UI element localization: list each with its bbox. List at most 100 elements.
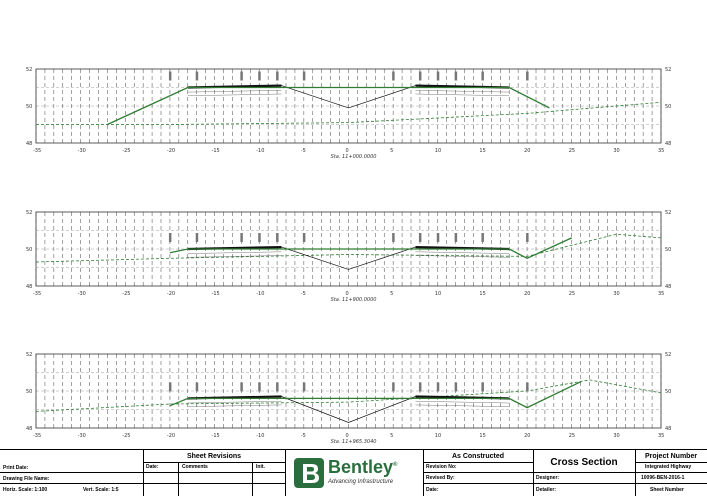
project-id: 10096-BEN-2016-1	[641, 475, 685, 481]
x-tick-label: -20	[167, 148, 175, 154]
station-label: Sta. 11+900.0000	[331, 297, 377, 303]
x-tick-label: 20	[524, 291, 530, 297]
annotation-marker	[392, 233, 395, 242]
project-number-heading: Project Number	[644, 453, 698, 460]
annotation-marker	[195, 71, 199, 81]
y-tick-label-right: 50	[665, 389, 671, 395]
annotation-marker	[481, 233, 484, 242]
annotation-marker	[392, 382, 395, 392]
y-tick-label-left: 48	[26, 426, 32, 432]
x-tick-label: 0	[346, 433, 349, 439]
annotation-marker	[195, 382, 199, 392]
annotation-marker	[258, 382, 261, 392]
x-tick-label: -10	[256, 433, 264, 439]
x-tick-label: 25	[569, 433, 575, 439]
y-tick-label-right: 52	[665, 67, 671, 73]
y-tick-label-left: 48	[26, 284, 32, 290]
x-tick-label: -35	[33, 148, 41, 154]
x-tick-label: 10	[435, 433, 441, 439]
pavement-layer	[187, 401, 282, 404]
annotation-marker	[258, 71, 261, 81]
y-tick-label-left: 48	[26, 141, 32, 147]
annotation-marker	[481, 71, 484, 81]
annotation-marker	[302, 382, 306, 392]
revision-date-header: Date:	[146, 464, 159, 470]
x-tick-label: -30	[78, 291, 86, 297]
annotation-marker	[276, 233, 279, 242]
annotation-marker	[436, 71, 440, 81]
bentley-b-icon	[294, 458, 324, 488]
y-tick-label-right: 50	[665, 247, 671, 253]
median-line	[281, 85, 416, 109]
pavement-layer	[187, 404, 282, 407]
x-tick-label: -5	[301, 291, 306, 297]
x-tick-label: 20	[524, 148, 530, 154]
x-tick-label: 20	[524, 433, 530, 439]
annotation-marker	[481, 382, 484, 392]
x-tick-label: 35	[658, 291, 664, 297]
pavement-layer	[187, 90, 282, 93]
bentley-logo: Bentley® Advancing Infrastructure	[290, 455, 420, 491]
annotation-marker	[454, 382, 458, 392]
x-tick-label: 15	[479, 148, 485, 154]
revision-init-header: Init.	[256, 464, 265, 470]
x-tick-label: -30	[78, 148, 86, 154]
design-profile-line	[169, 237, 572, 260]
x-tick-label: 15	[479, 433, 485, 439]
cross-section-panel-2: 52 52 50 50 48 48 -35 -30 -25 -20 -15 -10 -5 0 5 10 15 20…	[0, 198, 707, 308]
sheet-revisions-heading: Sheet Revisions	[186, 453, 242, 460]
x-tick-label: 35	[658, 433, 664, 439]
median-line	[281, 246, 416, 270]
y-tick-label-right: 48	[665, 284, 671, 290]
ground-profile-line	[35, 233, 662, 263]
y-tick-label-right: 50	[665, 104, 671, 110]
x-tick-label: -25	[122, 291, 130, 297]
x-tick-label: -15	[212, 433, 220, 439]
station-label: Sta. 11+965.3040	[331, 439, 377, 445]
revision-no-label: Revision No:	[426, 464, 457, 470]
x-tick-label: 10	[435, 148, 441, 154]
pavement-layer	[415, 93, 510, 96]
annotation-marker	[418, 71, 422, 81]
x-tick-label: -25	[122, 148, 130, 154]
x-tick-label: 5	[390, 148, 393, 154]
annotation-marker	[454, 71, 458, 81]
x-tick-label: -20	[167, 433, 175, 439]
x-tick-label: -25	[122, 433, 130, 439]
detailer-label: Detailer:	[536, 487, 557, 493]
annotation-marker	[195, 233, 199, 242]
annotation-marker	[418, 233, 422, 242]
x-tick-label: -20	[167, 291, 175, 297]
vert-scale-label: Vert. Scale: 1:5	[83, 487, 119, 493]
x-tick-label: -10	[256, 148, 264, 154]
pavement-layer	[187, 255, 282, 258]
annotation-marker	[168, 71, 172, 81]
pavement-layer	[415, 255, 510, 258]
annotation-marker	[258, 233, 261, 242]
x-tick-label: -35	[33, 291, 41, 297]
x-tick-label: 15	[479, 291, 485, 297]
pavement-layer	[187, 93, 282, 96]
x-tick-label: -15	[212, 148, 220, 154]
median-line	[281, 396, 416, 423]
annotation-marker	[392, 71, 395, 81]
x-tick-label: -15	[212, 291, 220, 297]
annotation-marker	[526, 382, 529, 392]
as-constructed-heading: As Constructed	[451, 453, 505, 460]
sheet-number-label: Sheet Number	[650, 487, 684, 493]
x-tick-label: 25	[569, 148, 575, 154]
annotation-marker	[276, 382, 279, 392]
x-tick-label: 30	[613, 433, 619, 439]
pavement-layer	[415, 404, 510, 407]
y-tick-label-left: 52	[26, 210, 32, 216]
annotation-marker	[276, 71, 279, 81]
cross-section-panel-1: 52 52 50 50 48 48 -35 -30 -25 -20 -15 -10 -5 0 5 10 15 20…	[0, 55, 707, 165]
x-tick-label: -10	[256, 291, 264, 297]
y-tick-label-right: 48	[665, 141, 671, 147]
annotation-marker	[526, 233, 529, 242]
y-tick-label-right: 52	[665, 210, 671, 216]
y-tick-label-right: 48	[665, 426, 671, 432]
annotation-marker	[418, 382, 422, 392]
